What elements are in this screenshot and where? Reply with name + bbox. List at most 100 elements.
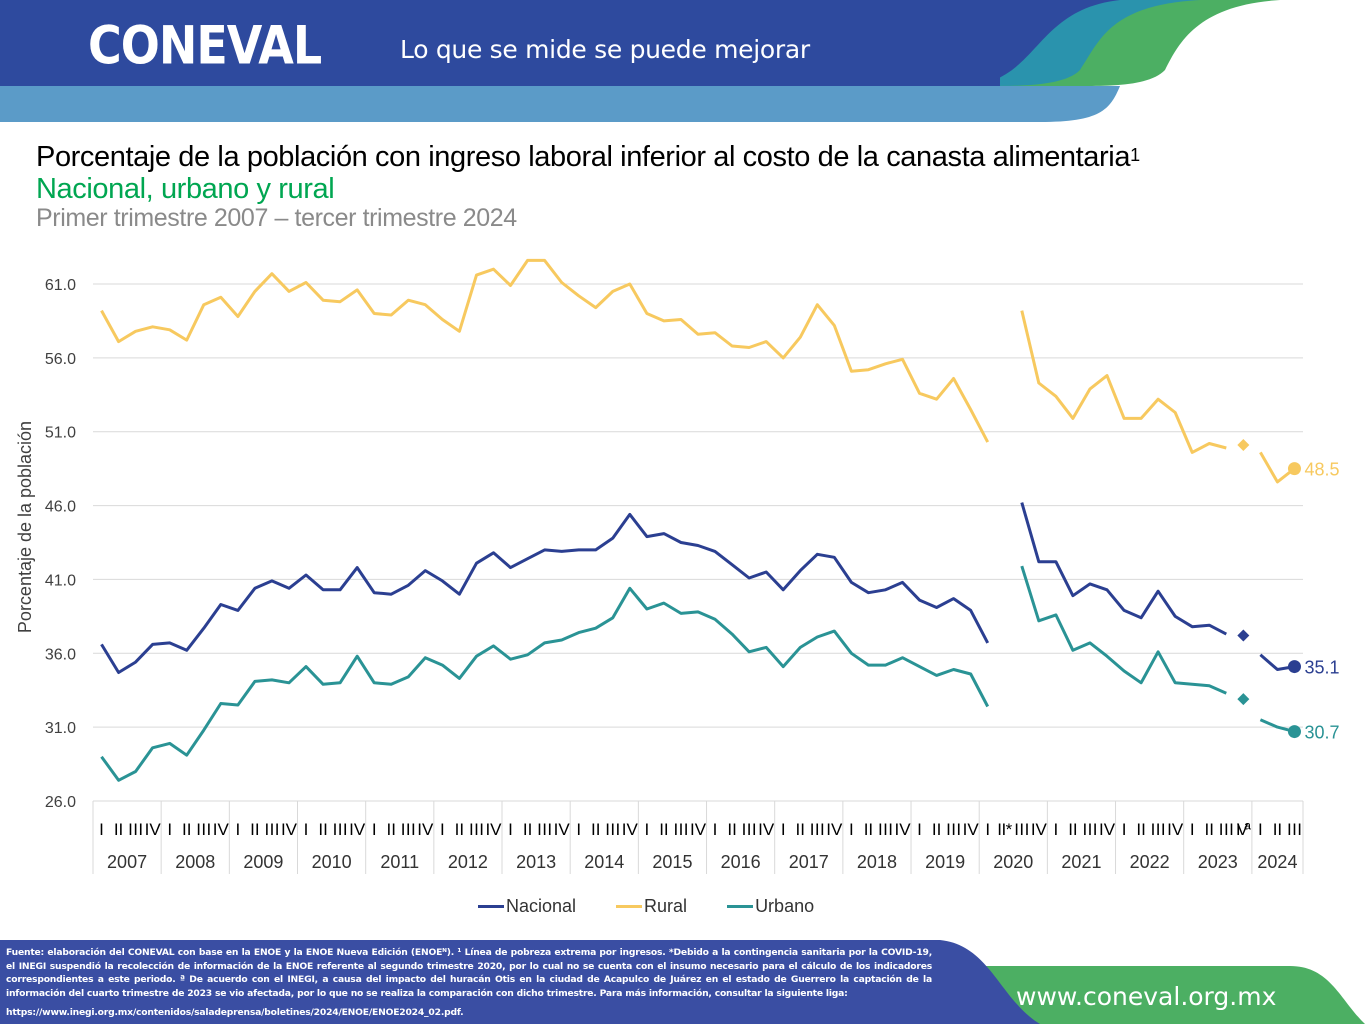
legend-swatch-rural bbox=[616, 905, 643, 908]
quarter-label: I bbox=[1258, 820, 1263, 839]
quarter-label: II bbox=[182, 820, 191, 839]
quarter-label: IV bbox=[145, 820, 162, 839]
quarter-label: II bbox=[523, 820, 532, 839]
quarter-label: III bbox=[742, 820, 757, 839]
year-label: 2007 bbox=[107, 852, 147, 872]
chart-title-text: Porcentaje de la población con ingreso l… bbox=[36, 141, 1131, 173]
quarter-label: II bbox=[591, 820, 600, 839]
legend-swatch-urbano bbox=[727, 905, 754, 908]
chart-subtitle: Nacional, urbano y rural bbox=[36, 173, 335, 205]
quarter-label: III bbox=[1082, 820, 1097, 839]
legend-label-nacional: Nacional bbox=[506, 896, 577, 916]
quarter-label: III bbox=[333, 820, 348, 839]
legend-item-nacional: Nacional bbox=[478, 896, 576, 917]
quarter-label: I bbox=[1190, 820, 1195, 839]
quarter-label: II bbox=[659, 820, 668, 839]
quarter-label: IV bbox=[963, 820, 980, 839]
legend-swatch-nacional bbox=[478, 905, 504, 908]
chart-legend: Nacional Rural Urbano bbox=[478, 896, 814, 917]
quarter-label: II bbox=[250, 820, 259, 839]
legend-item-rural: Rural bbox=[616, 896, 687, 917]
series-line-rural bbox=[1020, 310, 1227, 454]
quarter-label: IV bbox=[281, 820, 298, 839]
quarter-label: IV bbox=[1167, 820, 1184, 839]
quarter-label: I bbox=[372, 820, 377, 839]
quarter-label: III bbox=[946, 820, 961, 839]
quarter-label: III bbox=[469, 820, 484, 839]
chart-titles: Porcentaje de la población con ingreso l… bbox=[36, 140, 1140, 232]
series-line-rural bbox=[1259, 451, 1296, 484]
website-link[interactable]: www.coneval.org.mx bbox=[1016, 982, 1277, 1011]
source-link[interactable]: https://www.inegi.org.mx/contenidos/sala… bbox=[6, 1007, 464, 1018]
quarter-label: IV bbox=[417, 820, 434, 839]
y-tick-label: 31.0 bbox=[45, 720, 76, 737]
quarter-label: IV bbox=[622, 820, 639, 839]
y-tick-label: 61.0 bbox=[45, 277, 76, 294]
year-label: 2013 bbox=[516, 852, 556, 872]
quarter-label: IV bbox=[758, 820, 775, 839]
final-value-label-urbano: 30.7 bbox=[1304, 723, 1339, 743]
quarter-label: IV bbox=[690, 820, 707, 839]
footer: Fuente: elaboración del CONEVAL con base… bbox=[0, 940, 1365, 1024]
y-tick-label: 46.0 bbox=[45, 499, 76, 516]
quarter-label: III bbox=[605, 820, 620, 839]
quarter-label: II* bbox=[997, 820, 1012, 839]
quarter-label: II bbox=[727, 820, 736, 839]
source-footnote: Fuente: elaboración del CONEVAL con base… bbox=[6, 947, 932, 999]
series-line-urbano bbox=[1020, 565, 1227, 695]
year-label: 2011 bbox=[380, 852, 419, 872]
quarter-label: III bbox=[878, 820, 893, 839]
line-chart: 26.031.036.041.046.051.056.061.0I II III IV… bbox=[15, 258, 1340, 874]
y-axis-title: Porcentaje de la población bbox=[15, 421, 35, 633]
chart-period: Primer trimestre 2007 – tercer trimestre… bbox=[36, 204, 517, 232]
y-tick-label: 56.0 bbox=[45, 351, 76, 368]
legend-item-urbano: Urbano bbox=[727, 896, 814, 917]
header-banner: CONEVAL Lo que se mide se puede mejorar bbox=[0, 0, 1365, 125]
quarter-label: I bbox=[985, 820, 990, 839]
year-label: 2020 bbox=[993, 852, 1033, 872]
year-label: 2010 bbox=[312, 852, 352, 872]
year-label: 2012 bbox=[448, 852, 488, 872]
series-line-nacional bbox=[100, 512, 990, 674]
y-tick-label: 36.0 bbox=[45, 646, 76, 663]
quarter-label: II bbox=[1136, 820, 1145, 839]
title-footnote-marker: 1 bbox=[1130, 145, 1140, 165]
quarter-label: II bbox=[796, 820, 805, 839]
quarter-label: II bbox=[455, 820, 464, 839]
year-label: 2015 bbox=[652, 852, 692, 872]
year-label: 2017 bbox=[789, 852, 829, 872]
year-label: 2016 bbox=[721, 852, 761, 872]
series-line-urbano bbox=[100, 586, 990, 782]
quarter-label: III bbox=[1219, 820, 1234, 839]
quarter-label: III bbox=[401, 820, 416, 839]
quarter-label: IVª bbox=[1236, 820, 1252, 839]
final-point-nacional bbox=[1287, 660, 1301, 674]
quarter-label: IV bbox=[1099, 820, 1116, 839]
quarter-label: II bbox=[114, 820, 123, 839]
quarter-label: I bbox=[99, 820, 104, 839]
y-tick-label: 26.0 bbox=[45, 794, 76, 811]
quarter-label: III bbox=[810, 820, 825, 839]
y-tick-label: 41.0 bbox=[45, 572, 76, 589]
quarter-label: IV bbox=[213, 820, 230, 839]
year-label: 2019 bbox=[925, 852, 965, 872]
quarter-label: III bbox=[1151, 820, 1166, 839]
legend-label-urbano: Urbano bbox=[755, 896, 815, 916]
quarter-label: I bbox=[849, 820, 854, 839]
quarter-label: III bbox=[1287, 820, 1302, 839]
quarter-label: IV bbox=[349, 820, 366, 839]
year-label: 2022 bbox=[1130, 852, 1170, 872]
quarter-label: I bbox=[440, 820, 445, 839]
marker-2023-iv-nacional bbox=[1237, 629, 1250, 642]
marker-2023-iv-urbano bbox=[1237, 693, 1250, 706]
quarter-label: I bbox=[645, 820, 650, 839]
quarter-label: IV bbox=[826, 820, 843, 839]
chart-title: Porcentaje de la población con ingreso l… bbox=[36, 140, 1140, 174]
quarter-label: I bbox=[781, 820, 786, 839]
final-point-urbano bbox=[1287, 725, 1301, 739]
quarter-label: III bbox=[673, 820, 688, 839]
quarter-label: II bbox=[318, 820, 327, 839]
quarter-label: II bbox=[864, 820, 873, 839]
quarter-label: I bbox=[1122, 820, 1127, 839]
y-tick-label: 51.0 bbox=[45, 425, 76, 442]
